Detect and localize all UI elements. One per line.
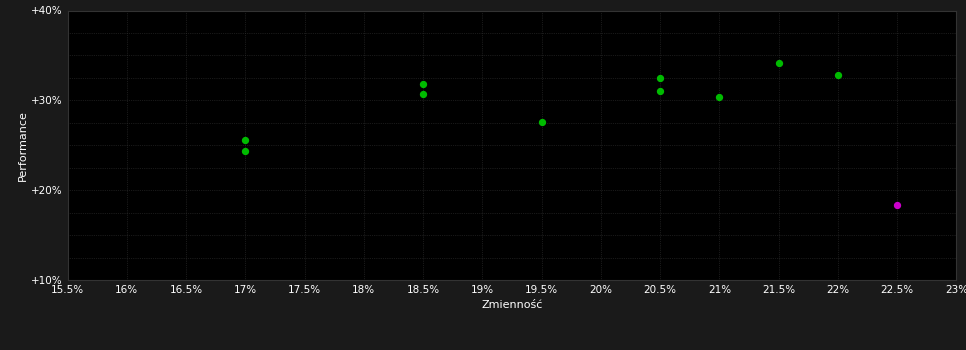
Point (830, 72, 845, 78)
Point (652, 75, 668, 81)
Point (712, 94, 727, 99)
Point (238, 148, 253, 153)
Point (890, 203, 905, 208)
Point (534, 119, 550, 125)
Point (415, 91, 431, 97)
Y-axis label: Performance: Performance (18, 110, 28, 181)
Point (238, 137, 253, 143)
Point (771, 60, 786, 65)
Point (415, 81, 431, 87)
X-axis label: Zmienność: Zmienność (481, 300, 543, 310)
Point (652, 89, 668, 94)
